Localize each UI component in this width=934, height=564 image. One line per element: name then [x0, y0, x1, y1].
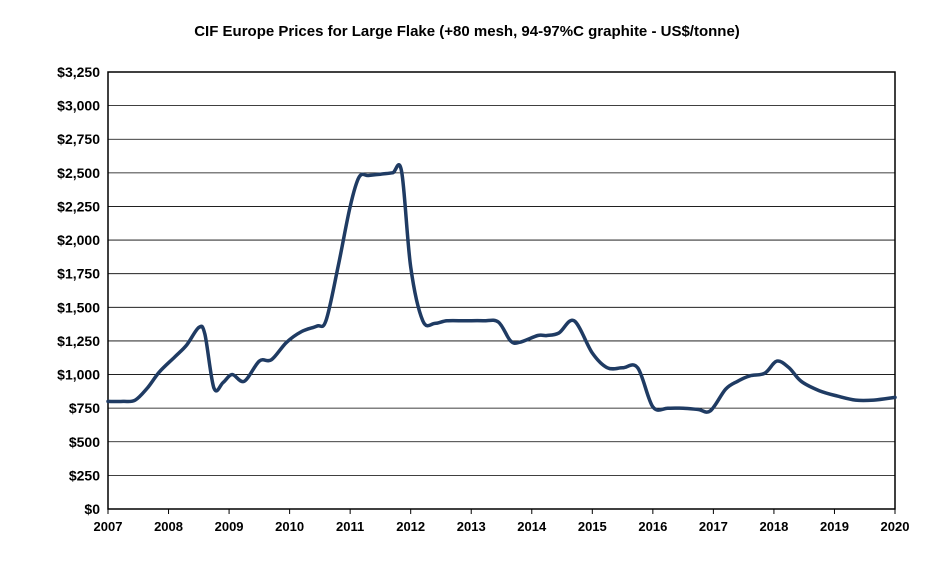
y-tick-label: $3,000 [57, 98, 100, 114]
x-tick-label: 2014 [517, 519, 547, 534]
y-tick-label: $750 [69, 400, 100, 416]
y-tick-label: $2,250 [57, 198, 100, 214]
grid-layer [108, 105, 895, 476]
x-tick-label: 2007 [94, 519, 123, 534]
x-tick-label: 2020 [881, 519, 910, 534]
x-tick-label: 2013 [457, 519, 486, 534]
x-tick-label: 2018 [759, 519, 788, 534]
x-tick-label: 2010 [275, 519, 304, 534]
x-tick-label: 2017 [699, 519, 728, 534]
series-line [106, 163, 897, 414]
y-tick-label: $3,250 [57, 64, 100, 80]
y-tick-label: $250 [69, 467, 100, 483]
x-tick-label: 2019 [820, 519, 849, 534]
x-tick-label: 2011 [336, 519, 364, 534]
x-tick-label: 2015 [578, 519, 607, 534]
y-tick-label: $1,500 [57, 299, 100, 315]
plot-frame [107, 71, 896, 510]
y-tick-label: $2,000 [57, 232, 100, 248]
x-tick-label: 2008 [154, 519, 183, 534]
y-tick-label: $1,750 [57, 266, 100, 282]
y-tick-label: $1,250 [57, 333, 100, 349]
y-tick-label: $1,000 [57, 367, 100, 383]
x-tick-labels: 2007 2008 2009 2010 2011 2012 2013 2014 2015 2016… [94, 509, 910, 534]
y-tick-label: $2,750 [57, 131, 100, 147]
chart-title: CIF Europe Prices for Large Flake (+80 m… [194, 23, 740, 40]
y-tick-label: $0 [84, 501, 100, 517]
x-tick-label: 2016 [638, 519, 667, 534]
x-tick-label: 2009 [215, 519, 244, 534]
x-tick-label: 2012 [396, 519, 425, 534]
y-tick-label: $2,500 [57, 165, 100, 181]
y-tick-labels: $0 $250 $500 $750 $1,000 $1,250 $1,500 $1,750 $2… [57, 64, 100, 517]
y-tick-label: $500 [69, 434, 100, 450]
